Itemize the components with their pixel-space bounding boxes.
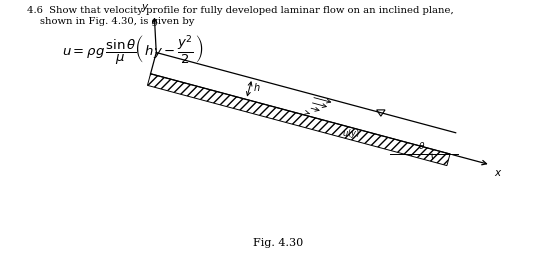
Text: 4.6  Show that velocity profile for fully developed laminar flow on an inclined : 4.6 Show that velocity profile for fully… — [27, 6, 454, 15]
Text: $u(y)$: $u(y)$ — [342, 127, 360, 140]
Text: $x$: $x$ — [494, 168, 502, 178]
Text: Fig. 4.30: Fig. 4.30 — [253, 238, 303, 248]
Text: $y$: $y$ — [141, 2, 149, 14]
Text: $u = \rho g\,\dfrac{\sin\theta}{\mu}\!\left(\,hy - \dfrac{y^2}{2}\,\right)$: $u = \rho g\,\dfrac{\sin\theta}{\mu}\!\l… — [62, 34, 204, 67]
Text: shown in Fig. 4.30, is given by: shown in Fig. 4.30, is given by — [40, 17, 195, 26]
Polygon shape — [147, 74, 450, 166]
Text: $\theta$: $\theta$ — [418, 140, 426, 151]
Text: $h$: $h$ — [253, 81, 261, 93]
